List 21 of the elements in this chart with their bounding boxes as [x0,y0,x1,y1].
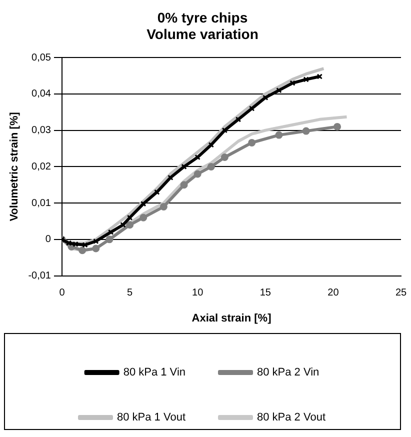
y-tick-label: 0,04 [32,88,52,100]
legend-label: 80 kPa 1 Vin [123,366,186,379]
legend-label: 80 kPa 1 Vout [117,412,186,424]
text: Volume variation [146,26,258,42]
y-tick-label: 0 [45,234,52,246]
y-tick-label: 0,02 [32,161,52,172]
x-tick-label: 5 [127,288,134,299]
x-tick-label: 20 [328,288,340,299]
y-tick-label: 0,01 [32,198,52,209]
y-tick-label: 0,05 [32,52,52,64]
text: 0% tyre chips [157,9,248,26]
legend-label: 80 kPa 2 Vout [257,412,326,424]
y-tick-label: 0,03 [32,125,52,136]
x-tick-label: 10 [192,288,204,299]
y-tick-label: -0,01 [28,270,52,282]
x-tick-label: 0 [59,288,66,299]
x-tick-label: 25 [395,288,407,299]
x-axis-title: Axial strain [%] [192,312,272,324]
y-axis-title: Volumetric strain [%] [8,112,21,222]
x-tick-label: 15 [260,288,272,299]
legend-label: 80 kPa 2 Vin [257,366,320,379]
